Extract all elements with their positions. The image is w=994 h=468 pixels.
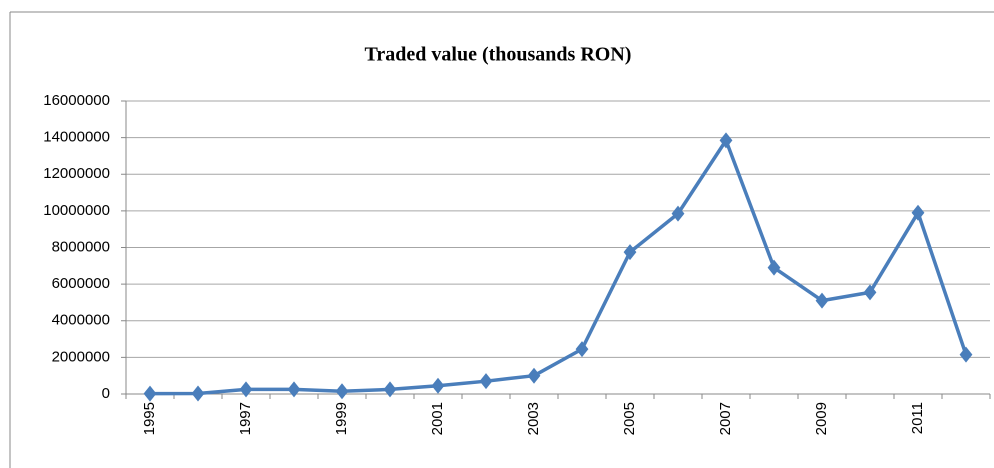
marker — [719, 132, 733, 149]
marker — [143, 385, 157, 402]
marker — [527, 367, 541, 384]
x-tick-label: 1995 — [141, 402, 158, 435]
chart-title: Traded value (thousands RON) — [365, 44, 632, 66]
y-tick-label: 4000000 — [52, 312, 110, 329]
y-tick-label: 6000000 — [52, 275, 110, 292]
y-tick-label: 2000000 — [52, 348, 110, 365]
marker — [863, 284, 877, 301]
marker — [191, 385, 205, 402]
y-tick-label: 14000000 — [43, 129, 110, 146]
series-line — [149, 138, 968, 396]
marker — [479, 373, 493, 390]
y-tick-label: 10000000 — [43, 202, 110, 219]
marker — [383, 381, 397, 398]
marker — [671, 205, 685, 222]
x-tick-label: 2011 — [909, 402, 926, 434]
marker — [431, 377, 445, 394]
marker — [623, 244, 637, 261]
x-tick-label: 2009 — [813, 402, 830, 435]
y-tick-label: 0 — [102, 385, 110, 402]
x-tick-label: 2003 — [525, 402, 542, 435]
marker — [815, 292, 829, 309]
marker — [959, 346, 973, 363]
x-tick-label: 1997 — [237, 402, 254, 435]
marker — [335, 383, 349, 400]
marker — [575, 341, 589, 358]
marker — [911, 204, 925, 221]
marker — [767, 259, 781, 276]
x-tick-label: 2001 — [429, 402, 446, 435]
y-tick-label: 12000000 — [43, 165, 110, 182]
marker — [239, 381, 253, 398]
x-tick-label: 1999 — [333, 402, 350, 435]
y-tick-label: 8000000 — [52, 238, 110, 255]
x-tick-label: 2007 — [717, 402, 734, 435]
x-tick-label: 2005 — [621, 402, 638, 435]
marker — [287, 381, 301, 398]
y-tick-label: 16000000 — [43, 92, 110, 109]
